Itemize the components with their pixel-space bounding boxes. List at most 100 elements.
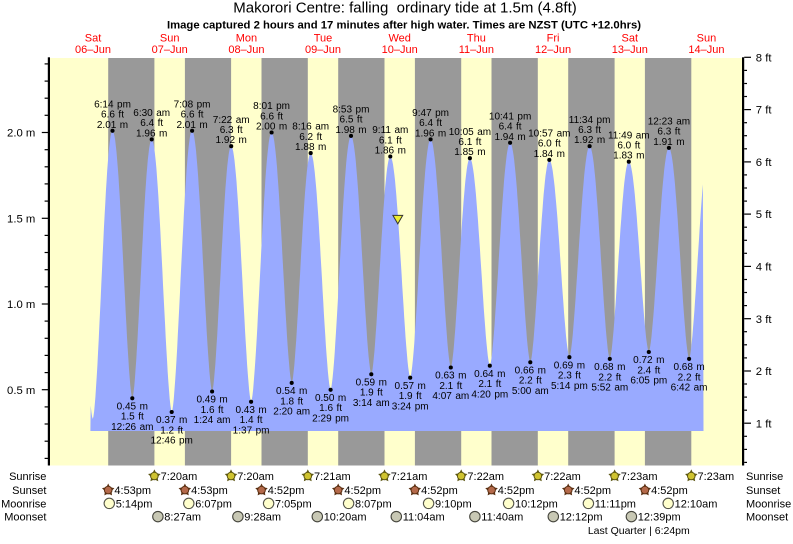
svg-text:Moonrise: Moonrise: [746, 498, 791, 510]
svg-text:Sunrise: Sunrise: [746, 471, 783, 483]
svg-text:10:20am: 10:20am: [324, 512, 367, 524]
svg-text:1.96 m: 1.96 m: [415, 128, 446, 139]
svg-text:0.68 m: 0.68 m: [594, 362, 625, 373]
svg-text:4:52pm: 4:52pm: [421, 485, 458, 497]
svg-text:4:53pm: 4:53pm: [191, 485, 228, 497]
svg-text:1.8 ft: 1.8 ft: [280, 396, 303, 407]
svg-text:12:10am: 12:10am: [675, 498, 718, 510]
svg-text:Moonrise: Moonrise: [1, 498, 46, 510]
svg-text:4:52pm: 4:52pm: [498, 485, 535, 497]
svg-text:Sunset: Sunset: [12, 485, 46, 497]
svg-text:6:14 pm: 6:14 pm: [94, 99, 131, 110]
svg-text:6.2 ft: 6.2 ft: [299, 132, 322, 143]
svg-text:8:16 am: 8:16 am: [292, 122, 329, 133]
svg-text:07–Jun: 07–Jun: [152, 44, 188, 56]
svg-text:2.1 ft: 2.1 ft: [439, 381, 462, 392]
svg-text:7:23am: 7:23am: [698, 471, 735, 483]
svg-text:0.5 m: 0.5 m: [7, 385, 35, 397]
svg-text:0.37 m: 0.37 m: [156, 415, 187, 426]
svg-text:2.1 ft: 2.1 ft: [478, 379, 501, 390]
svg-text:8:27am: 8:27am: [164, 512, 201, 524]
svg-text:1.5 ft: 1.5 ft: [121, 412, 144, 423]
svg-text:10:12pm: 10:12pm: [515, 498, 558, 510]
svg-text:11:11pm: 11:11pm: [595, 498, 636, 510]
svg-text:13–Jun: 13–Jun: [612, 44, 648, 56]
svg-text:Image captured 2 hours and 17: Image captured 2 hours and 17 minutes af…: [167, 19, 641, 31]
svg-text:08–Jun: 08–Jun: [228, 44, 264, 56]
svg-text:1:24 am: 1:24 am: [194, 415, 231, 426]
svg-text:0.54 m: 0.54 m: [276, 386, 307, 397]
svg-text:Sun: Sun: [697, 33, 717, 45]
svg-text:2.01 m: 2.01 m: [97, 120, 128, 131]
svg-text:4:20 pm: 4:20 pm: [471, 389, 508, 400]
svg-text:2.2 ft: 2.2 ft: [519, 376, 542, 387]
svg-text:0.66 m: 0.66 m: [515, 366, 546, 377]
svg-text:4:52pm: 4:52pm: [651, 485, 688, 497]
svg-text:06–Jun: 06–Jun: [75, 44, 111, 56]
svg-text:7:22am: 7:22am: [467, 471, 504, 483]
svg-text:7:21am: 7:21am: [391, 471, 428, 483]
svg-text:1.88 m: 1.88 m: [295, 142, 326, 153]
svg-text:12:26 am: 12:26 am: [111, 422, 153, 433]
svg-text:0.59 m: 0.59 m: [356, 378, 387, 389]
svg-text:Sat: Sat: [85, 33, 102, 45]
svg-text:0.72 m: 0.72 m: [633, 355, 664, 366]
svg-text:Moonset: Moonset: [4, 512, 46, 524]
svg-text:2.01 m: 2.01 m: [176, 120, 207, 131]
svg-text:9:28am: 9:28am: [244, 512, 281, 524]
svg-text:4:07 am: 4:07 am: [432, 391, 469, 402]
svg-text:7 ft: 7 ft: [756, 105, 773, 117]
svg-text:6 ft: 6 ft: [756, 157, 773, 169]
svg-text:7:22 am: 7:22 am: [213, 115, 250, 126]
svg-text:9:47 pm: 9:47 pm: [412, 108, 449, 119]
svg-text:1.0 m: 1.0 m: [7, 299, 35, 311]
svg-text:8:53 pm: 8:53 pm: [333, 105, 370, 116]
svg-text:6.5 ft: 6.5 ft: [340, 115, 363, 126]
svg-text:Sunset: Sunset: [746, 485, 780, 497]
svg-text:7:22am: 7:22am: [544, 471, 581, 483]
svg-text:Tue: Tue: [314, 33, 333, 45]
svg-text:0.45 m: 0.45 m: [117, 402, 148, 413]
svg-text:0.43 m: 0.43 m: [235, 405, 266, 416]
svg-text:4 ft: 4 ft: [756, 262, 773, 274]
svg-text:7:23am: 7:23am: [621, 471, 658, 483]
svg-text:8 ft: 8 ft: [756, 52, 773, 64]
svg-text:11:49 am: 11:49 am: [608, 130, 650, 141]
svg-text:1.84 m: 1.84 m: [534, 149, 565, 160]
svg-text:6.1 ft: 6.1 ft: [379, 135, 402, 146]
svg-text:1.98 m: 1.98 m: [335, 125, 366, 136]
svg-text:6:42 am: 6:42 am: [671, 383, 708, 394]
svg-text:4:52pm: 4:52pm: [344, 485, 381, 497]
svg-text:7:20am: 7:20am: [237, 471, 274, 483]
svg-text:1.85 m: 1.85 m: [454, 147, 485, 158]
svg-text:Mon: Mon: [236, 33, 257, 45]
svg-text:11:04am: 11:04am: [403, 512, 445, 524]
svg-text:7:21am: 7:21am: [314, 471, 351, 483]
svg-text:0.57 m: 0.57 m: [395, 381, 426, 392]
svg-text:09–Jun: 09–Jun: [305, 44, 341, 56]
svg-text:2.3 ft: 2.3 ft: [558, 371, 581, 382]
svg-text:2.00 m: 2.00 m: [256, 122, 287, 133]
svg-text:1.92 m: 1.92 m: [574, 135, 605, 146]
svg-text:6.4 ft: 6.4 ft: [419, 118, 442, 129]
svg-text:1.96 m: 1.96 m: [136, 128, 167, 139]
svg-text:1:37 pm: 1:37 pm: [233, 425, 270, 436]
svg-text:Last Quarter | 6:24pm: Last Quarter | 6:24pm: [588, 525, 690, 537]
svg-text:8:07pm: 8:07pm: [355, 498, 392, 510]
svg-text:6.0 ft: 6.0 ft: [617, 141, 640, 152]
svg-text:6.0 ft: 6.0 ft: [538, 139, 561, 150]
svg-text:6.3 ft: 6.3 ft: [578, 125, 601, 136]
svg-text:3 ft: 3 ft: [756, 314, 773, 326]
svg-text:10–Jun: 10–Jun: [382, 44, 418, 56]
svg-text:Sat: Sat: [622, 33, 639, 45]
svg-text:1.4 ft: 1.4 ft: [240, 415, 263, 426]
svg-text:2:29 pm: 2:29 pm: [312, 413, 349, 424]
svg-text:10:57 am: 10:57 am: [528, 129, 570, 140]
svg-text:5:52 am: 5:52 am: [591, 383, 628, 394]
svg-text:11:40am: 11:40am: [481, 512, 523, 524]
svg-text:12–Jun: 12–Jun: [535, 44, 571, 56]
svg-text:1.9 ft: 1.9 ft: [399, 391, 422, 402]
svg-text:0.64 m: 0.64 m: [474, 369, 505, 380]
svg-text:6.1 ft: 6.1 ft: [458, 137, 481, 148]
svg-text:10:41 pm: 10:41 pm: [489, 111, 531, 122]
